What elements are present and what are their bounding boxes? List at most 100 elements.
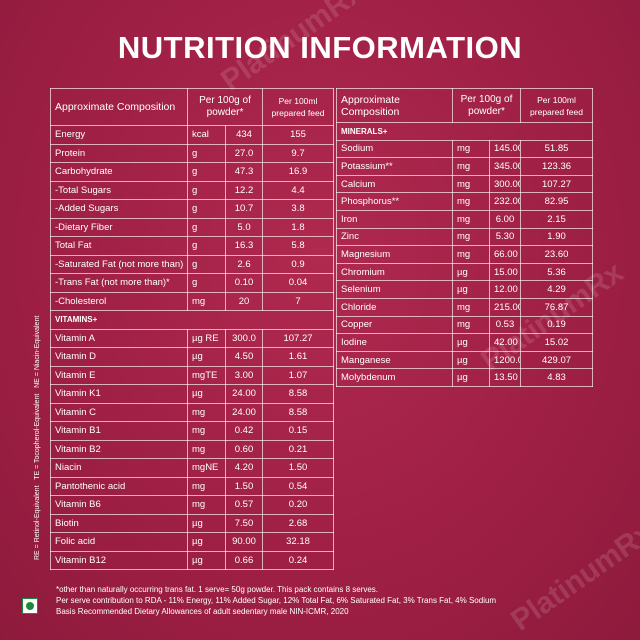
row: Chromium µg 15.00 5.36 (336, 262, 594, 282)
nutrient-name: Energy (50, 125, 188, 145)
row: Niacin mgNE 4.20 1.50 (50, 458, 335, 478)
per-100g: 13.50 (488, 368, 522, 387)
unit: g (187, 199, 226, 219)
unit: mgNE (187, 458, 226, 478)
unit: µg (187, 550, 226, 570)
nutrient-name: Iodine (336, 333, 453, 352)
per-100g: 42.00 (488, 333, 522, 352)
header-row: Approximate Composition Per 100g of powde… (50, 88, 335, 126)
per-100ml: 0.19 (520, 315, 594, 335)
unit: mg (452, 192, 490, 211)
per-100ml: 107.27 (262, 328, 335, 348)
row: Energy kcal 434 155 (50, 125, 335, 145)
per-100ml: 5.8 (262, 236, 335, 256)
nutrient-name: Calcium (336, 174, 453, 194)
per-100ml: 5.36 (520, 262, 594, 282)
per-100g: 0.42 (224, 421, 264, 441)
header-cell: Per 100g of powder* (451, 88, 522, 123)
nutrient-name: Vitamin A (50, 328, 188, 348)
row: Protein g 27.0 9.7 (50, 143, 335, 163)
per-100g: 0.53 (488, 315, 522, 335)
per-100ml: 0.54 (262, 476, 335, 496)
header-cell: Approximate Composition (50, 88, 188, 126)
per-100g: 215.00 (488, 297, 522, 317)
footnotes: *other than naturally occurring trans fa… (56, 584, 496, 617)
per-100ml: 1.07 (262, 365, 335, 385)
per-100g: 6.00 (488, 209, 522, 229)
unit: g (187, 217, 226, 237)
per-100g: 5.30 (488, 227, 522, 247)
nutrient-name: Zinc (336, 227, 453, 247)
row: -Total Sugars g 12.2 4.4 (50, 180, 335, 200)
per-100g: 5.0 (224, 217, 264, 237)
unit: mg (452, 139, 490, 159)
per-100ml: 0.04 (262, 273, 335, 293)
unit: µg (187, 384, 226, 404)
row: MINERALS+ (335, 122, 594, 141)
per-100g: 232.00 (488, 192, 522, 211)
nutrient-name: Vitamin C (50, 402, 188, 422)
nutrient-name: Folic acid (50, 532, 188, 552)
per-100ml: 155 (262, 125, 335, 145)
per-100g: 0.10 (224, 273, 264, 293)
unit: µg (187, 513, 226, 533)
per-100g: 434 (224, 125, 264, 145)
row: Pantothenic acid mg 1.50 0.54 (50, 476, 335, 496)
per-100g: 24.00 (224, 384, 264, 404)
header-row: Approximate Composition Per 100g of powde… (336, 88, 594, 123)
unit: kcal (187, 125, 226, 145)
per-100g: 145.00 (488, 139, 522, 159)
unit: mg (452, 209, 490, 229)
row: Molybdenum µg 13.50 4.83 (336, 368, 594, 387)
per-100ml: 1.90 (520, 227, 594, 247)
per-100ml: 4.83 (520, 368, 594, 387)
per-100g: 12.00 (488, 280, 522, 299)
row: -Dietary Fiber g 5.0 1.8 (50, 217, 335, 237)
unit: g (187, 254, 226, 274)
unit: g (187, 180, 226, 200)
header-cell: Approximate Composition (336, 88, 453, 123)
nutrient-name: Carbohydrate (50, 162, 188, 182)
title: NUTRITION INFORMATION (117, 30, 523, 65)
per-100g: 66.00 (488, 245, 522, 264)
footnote: *other than naturally occurring trans fa… (56, 585, 379, 594)
unit: g (187, 162, 226, 182)
nutrient-name: Vitamin B6 (50, 495, 188, 515)
row: Vitamin K1 µg 24.00 8.58 (50, 384, 335, 404)
unit: mg (187, 476, 226, 496)
nutrient-name: Manganese (336, 350, 453, 370)
nutrient-name: Total Fat (50, 236, 188, 256)
per-100g: 20 (224, 291, 264, 311)
unit: µg (452, 368, 490, 387)
nutrient-name: Niacin (50, 458, 188, 478)
nutrient-name: Pantothenic acid (50, 476, 188, 496)
per-100g: 300.0 (224, 328, 264, 348)
per-100g: 47.3 (224, 162, 264, 182)
unit: mg (187, 421, 226, 441)
nutrient-name: Biotin (50, 513, 188, 533)
per-100g: 2.6 (224, 254, 264, 274)
nutrient-name: -Trans Fat (not more than)* (50, 273, 188, 293)
per-100ml: 4.4 (262, 180, 335, 200)
unit: µg (452, 350, 490, 370)
veg-symbol (22, 598, 38, 614)
per-100g: 300.00 (488, 174, 522, 194)
per-100g: 10.7 (224, 199, 264, 219)
per-100ml: 8.58 (262, 384, 335, 404)
row: -Trans Fat (not more than)* g 0.10 0.04 (50, 273, 335, 293)
nutrient-name: -Cholesterol (50, 291, 188, 311)
per-100ml: 4.29 (520, 280, 594, 299)
per-100ml: 7 (262, 291, 335, 311)
nutrient-name: Selenium (336, 280, 453, 299)
unit: µg (452, 280, 490, 299)
per-100ml: 0.15 (262, 421, 335, 441)
per-100ml: 2.15 (520, 209, 594, 229)
unit: g (187, 236, 226, 256)
unit: mg (452, 297, 490, 317)
per-100g: 1.50 (224, 476, 264, 496)
unit: mg (452, 245, 490, 264)
